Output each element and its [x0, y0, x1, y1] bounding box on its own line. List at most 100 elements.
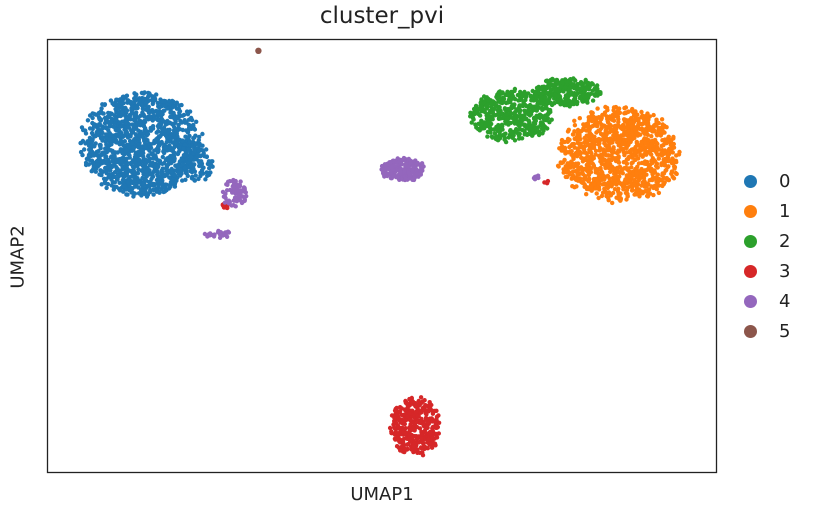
data-point	[239, 200, 245, 206]
series-0	[78, 90, 215, 199]
data-point	[224, 188, 230, 193]
data-point	[624, 157, 630, 162]
data-point	[199, 168, 205, 173]
data-point	[225, 182, 230, 187]
data-point	[172, 184, 178, 189]
data-point	[629, 124, 634, 129]
data-point	[607, 114, 612, 120]
data-point	[584, 92, 589, 97]
data-point	[516, 98, 521, 103]
data-point	[520, 127, 525, 133]
data-point	[165, 118, 170, 124]
data-point	[602, 186, 607, 191]
data-point	[118, 124, 123, 129]
legend-marker	[744, 324, 757, 338]
data-point	[422, 444, 428, 450]
data-point	[152, 116, 158, 121]
data-point	[141, 165, 146, 171]
data-point	[471, 117, 476, 122]
data-point	[208, 233, 213, 238]
data-point	[407, 411, 412, 416]
data-point	[405, 442, 410, 447]
data-point	[521, 115, 526, 121]
data-point	[651, 112, 656, 118]
data-point	[398, 420, 403, 425]
data-point	[176, 122, 181, 128]
data-point	[108, 98, 114, 103]
data-point	[430, 432, 436, 438]
data-point	[645, 111, 650, 116]
data-point	[120, 110, 125, 115]
data-point	[238, 179, 243, 184]
legend-marker	[744, 234, 757, 248]
data-point	[396, 424, 401, 429]
data-point	[417, 172, 423, 177]
data-point	[660, 171, 665, 176]
data-point	[116, 127, 121, 133]
data-point	[410, 177, 415, 182]
data-point	[223, 191, 228, 197]
data-point	[650, 176, 655, 182]
data-point	[150, 124, 156, 129]
data-point	[156, 134, 162, 139]
data-point	[242, 197, 247, 202]
data-point	[583, 150, 588, 155]
data-point	[192, 127, 198, 132]
data-point	[510, 95, 515, 101]
data-point	[565, 166, 570, 171]
data-point	[529, 104, 534, 110]
data-point	[659, 143, 664, 149]
data-point	[647, 150, 653, 156]
data-point	[220, 233, 226, 238]
data-point	[232, 195, 238, 200]
data-point	[389, 429, 394, 434]
data-point	[410, 399, 416, 404]
data-point	[391, 173, 397, 179]
data-point	[160, 174, 166, 179]
data-point	[176, 138, 181, 143]
data-point	[501, 132, 507, 137]
data-point	[579, 128, 584, 134]
data-point	[650, 138, 655, 143]
data-point	[115, 97, 120, 103]
data-point	[144, 194, 150, 199]
data-point	[645, 132, 650, 137]
data-point	[406, 156, 411, 162]
data-point	[168, 110, 173, 115]
series-2	[468, 76, 603, 145]
data-point	[197, 160, 202, 166]
data-point	[387, 425, 393, 431]
data-point	[595, 86, 600, 92]
data-point	[563, 98, 568, 104]
data-point	[502, 135, 508, 141]
legend-label: 5	[779, 320, 791, 342]
data-point	[573, 169, 578, 174]
data-point	[510, 102, 515, 108]
data-point	[158, 142, 163, 147]
data-point	[546, 92, 551, 98]
data-point	[651, 192, 656, 198]
data-point	[584, 177, 589, 182]
series-1	[555, 104, 682, 206]
data-point	[192, 135, 197, 140]
data-point	[569, 81, 574, 87]
data-point	[572, 118, 577, 124]
data-point	[403, 176, 408, 181]
data-point	[493, 113, 498, 118]
data-point	[559, 144, 565, 149]
data-point	[522, 108, 527, 113]
data-point	[192, 177, 197, 183]
data-point	[119, 133, 125, 138]
data-point	[566, 127, 571, 132]
data-point	[536, 129, 542, 134]
data-point	[402, 168, 407, 174]
x-axis-label: UMAP1	[350, 484, 414, 505]
data-point	[637, 147, 643, 152]
data-point	[480, 126, 485, 131]
data-point	[567, 104, 572, 109]
data-point	[96, 130, 101, 136]
data-point	[519, 136, 525, 141]
data-point	[403, 162, 408, 167]
data-point	[669, 158, 674, 163]
data-point	[600, 190, 606, 195]
